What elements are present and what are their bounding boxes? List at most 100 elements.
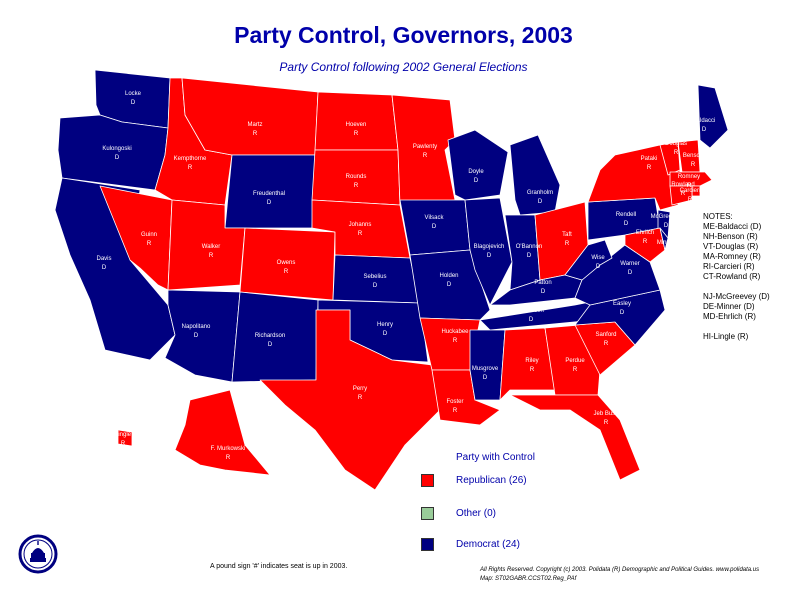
- governor-party-wi: D: [474, 178, 479, 184]
- legend-label: Republican (26): [456, 475, 527, 486]
- notes-line: [703, 282, 770, 292]
- governor-party-ky: D: [541, 289, 546, 295]
- legend-label: Democrat (24): [456, 539, 520, 550]
- state-wi: [447, 129, 509, 201]
- governor-party-nv: R: [147, 241, 152, 247]
- republican-swatch: [421, 474, 434, 487]
- state-fl: [509, 394, 641, 481]
- governor-name-az: Napolitano: [182, 324, 211, 330]
- governor-name-pa: Rendell: [616, 212, 636, 218]
- state-me: [697, 84, 729, 149]
- governor-party-co: R: [284, 269, 289, 275]
- state-or: [57, 114, 169, 191]
- legend-item-democrat: Democrat (24): [421, 538, 520, 551]
- governor-party-ar: R: [453, 338, 458, 344]
- governor-party-nm: D: [268, 342, 273, 348]
- governor-name-me: Baldacci: [693, 118, 716, 124]
- governor-party-ne: R: [358, 231, 363, 237]
- governor-name-ca: Davis: [96, 256, 111, 262]
- governor-name-ny: Pataki: [641, 156, 658, 162]
- footnote: A pound sign '#' indicates seat is up in…: [210, 563, 348, 570]
- governor-name-vt: Douglas: [665, 141, 687, 147]
- governor-name-ar: Huckabee: [441, 329, 469, 335]
- legend-item-republican: Republican (26): [421, 474, 527, 487]
- state-ms: [469, 329, 506, 401]
- governor-name-ri: Carcieri: [680, 188, 701, 194]
- notes-line: VT-Douglas (R): [703, 242, 759, 251]
- map-title: Party Control, Governors, 2003: [234, 22, 573, 48]
- state-hi: [117, 429, 133, 447]
- governor-name-hi: Lingle: [115, 432, 132, 438]
- governor-name-sd: Rounds: [346, 174, 367, 180]
- state-al: [499, 327, 556, 401]
- governor-name-ma: Romney: [678, 174, 700, 180]
- map-subtitle: Party Control following 2002 General Ele…: [279, 60, 528, 74]
- governor-party-ok: D: [383, 331, 388, 337]
- governor-party-nc: D: [620, 310, 625, 316]
- governor-party-de: D: [664, 249, 669, 255]
- governor-party-ia: D: [432, 224, 437, 230]
- notes-line: CT-Rowland (R): [703, 272, 761, 281]
- governor-party-hi: R: [121, 441, 126, 447]
- governor-party-md: R: [643, 239, 648, 245]
- governor-party-mt: R: [253, 131, 258, 137]
- map-code: Map: ST02GABR.CCST02.Reg_PAf: [480, 576, 577, 582]
- governor-party-ks: D: [373, 283, 378, 289]
- governor-name-ak: F. Murkowski: [211, 446, 246, 452]
- governor-party-ca: D: [102, 265, 107, 271]
- governor-name-la: Foster: [446, 399, 463, 405]
- governor-name-mt: Martz: [248, 122, 263, 128]
- governor-name-ks: Sebelius: [363, 274, 386, 280]
- governor-party-id: R: [188, 165, 193, 171]
- governor-party-ga: R: [573, 367, 578, 373]
- governor-name-nj: McGreevey: [651, 214, 682, 220]
- governor-party-wv: D: [596, 264, 601, 270]
- legend-item-other: Other (0): [421, 507, 496, 520]
- governor-name-va: Warner: [620, 261, 639, 267]
- copyright-line: All Rights Reserved. Copyright (c) 2003.…: [480, 567, 760, 573]
- governor-name-mi: Granholm: [527, 190, 553, 196]
- governor-party-or: D: [115, 155, 120, 161]
- governor-name-oh: Taft: [562, 232, 572, 238]
- governor-name-il: Blagojevich: [474, 244, 505, 250]
- legend-title: Party with Control: [456, 452, 535, 463]
- governor-name-in: O'Bannon: [516, 244, 543, 250]
- state-mo: [409, 249, 491, 321]
- governor-party-sc: R: [604, 341, 609, 347]
- notes-line: MA-Romney (R): [703, 252, 761, 261]
- governor-name-ok: Henry: [377, 322, 393, 328]
- governor-party-ct: R: [681, 191, 686, 197]
- governor-name-nh: Benson: [683, 153, 703, 159]
- governor-party-tn: D: [529, 317, 534, 323]
- governor-party-mi: D: [538, 199, 543, 205]
- state-ct: [669, 185, 693, 206]
- state-ma: [669, 171, 713, 187]
- governor-party-la: R: [453, 408, 458, 414]
- governor-name-fl: Jeb Bush: [593, 411, 618, 417]
- governor-party-ma: R: [687, 183, 692, 189]
- governor-name-ct: Rowland: [671, 182, 694, 188]
- notes-line: DE-Minner (D): [703, 302, 755, 311]
- governor-party-ms: D: [483, 375, 488, 381]
- capitol-dome-seal-icon: [18, 534, 58, 574]
- governor-party-il: D: [487, 253, 492, 259]
- notes-line: NH-Benson (R): [703, 232, 758, 241]
- state-mi: [509, 134, 561, 216]
- governor-name-mo: Holden: [439, 273, 458, 279]
- legend-label: Other (0): [456, 508, 497, 519]
- governor-party-nj: D: [664, 223, 669, 229]
- notes-line: MD-Ehrlich (R): [703, 312, 756, 321]
- notes-line: RI-Carcieri (R): [703, 262, 755, 271]
- governor-party-nh: R: [691, 162, 696, 168]
- governor-name-ia: Vilsack: [425, 215, 445, 221]
- state-mt: [181, 77, 319, 156]
- governor-party-ny: R: [647, 165, 652, 171]
- governor-name-ms: Musgrove: [472, 366, 499, 372]
- governor-party-nd: R: [354, 131, 359, 137]
- governor-party-pa: D: [624, 221, 629, 227]
- governor-name-tn: Bredesen: [518, 308, 544, 314]
- governor-party-va: D: [628, 270, 633, 276]
- governor-name-wa: Locke: [125, 91, 142, 97]
- governor-party-ak: R: [226, 455, 231, 461]
